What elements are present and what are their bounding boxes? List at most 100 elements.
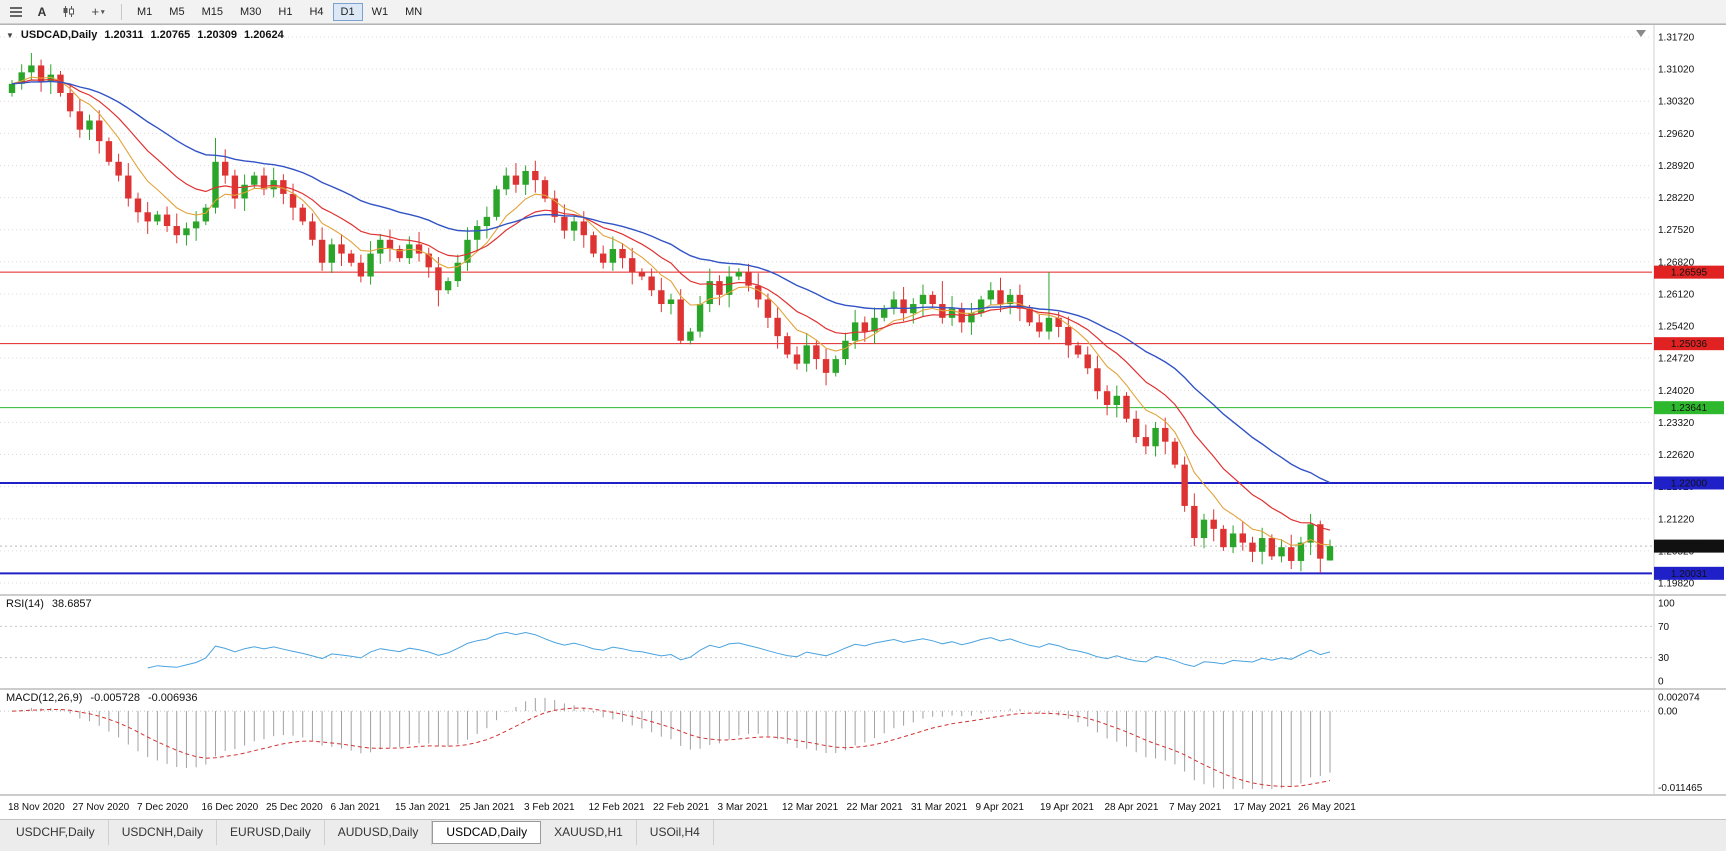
svg-text:1.26820: 1.26820 <box>1658 257 1695 268</box>
svg-text:1.28920: 1.28920 <box>1658 161 1695 172</box>
svg-text:7 Dec 2020: 7 Dec 2020 <box>137 802 189 813</box>
rsi-label: RSI(14) 38.6857 <box>6 598 92 610</box>
current-price-tag <box>1654 539 1724 553</box>
timeframe-m15-button[interactable]: M15 <box>194 3 231 21</box>
tab-usdcad-daily[interactable]: USDCAD,Daily <box>432 821 542 844</box>
macd-main-value: -0.005728 <box>90 692 140 704</box>
candle-glyph-icon <box>63 6 74 17</box>
text-tool-button[interactable]: A <box>30 2 54 22</box>
svg-text:1.23641: 1.23641 <box>1671 403 1708 414</box>
chevron-down-icon: ▾ <box>101 8 105 16</box>
crosshair-tool-button[interactable]: + ▾ <box>82 2 114 22</box>
crosshair-icon: + <box>91 4 100 19</box>
timeframe-d1-button[interactable]: D1 <box>332 2 363 21</box>
time-axis[interactable] <box>0 795 1654 819</box>
ma-slow <box>11 80 1331 484</box>
svg-text:30: 30 <box>1658 653 1670 664</box>
svg-text:1.21220: 1.21220 <box>1658 514 1695 525</box>
svg-text:1.27520: 1.27520 <box>1658 225 1695 236</box>
tab-usdcnh-daily[interactable]: USDCNH,Daily <box>109 820 218 845</box>
menu-icon[interactable] <box>4 2 28 22</box>
svg-text:19 Apr 2021: 19 Apr 2021 <box>1040 802 1094 813</box>
level-price-tag <box>1654 401 1724 415</box>
toolbar-separator <box>121 3 122 20</box>
price-tags: 1.26595 1.25036 1.23641 1.22000 1.20031 1.206… <box>1654 265 1724 580</box>
svg-text:0.00: 0.00 <box>1658 707 1678 718</box>
svg-text:31 Mar 2021: 31 Mar 2021 <box>911 802 968 813</box>
timeframe-m5-button[interactable]: M5 <box>161 3 192 21</box>
svg-text:1.26595: 1.26595 <box>1671 268 1708 279</box>
tab-audusd-daily[interactable]: AUDUSD,Daily <box>325 820 433 845</box>
macd-signal-line <box>11 707 1331 788</box>
svg-text:16 Dec 2020: 16 Dec 2020 <box>202 802 259 813</box>
svg-text:1.20624: 1.20624 <box>1671 542 1708 553</box>
ma-medium <box>11 78 1331 531</box>
svg-text:25 Jan 2021: 25 Jan 2021 <box>460 802 515 813</box>
svg-text:9 Apr 2021: 9 Apr 2021 <box>976 802 1025 813</box>
level-price-tag <box>1654 476 1724 490</box>
svg-text:1.23320: 1.23320 <box>1658 418 1695 429</box>
macd-signal-value: -0.006936 <box>147 692 198 704</box>
ma-fast <box>11 76 1331 546</box>
svg-text:26 May 2021: 26 May 2021 <box>1298 802 1356 813</box>
timeframe-w1-button[interactable]: W1 <box>364 3 397 21</box>
macd-panel: 0.002074 0.00 -0.011465 <box>0 693 1703 794</box>
moving-averages-layer <box>11 76 1331 546</box>
ohlc-close-value: 1.20624 <box>244 29 284 41</box>
chart-canvas[interactable]: 1.31720 1.31020 1.30320 1.29620 1.28920 1.282… <box>0 25 1726 819</box>
svg-text:1.28220: 1.28220 <box>1658 193 1695 204</box>
chart-ohlc-header: ▼ USDCAD,Daily 1.20311 1.20765 1.20309 1… <box>6 29 284 41</box>
level-price-tag <box>1654 265 1724 279</box>
candlestick-mode-icon[interactable] <box>56 2 80 22</box>
svg-text:1.24020: 1.24020 <box>1658 386 1695 397</box>
svg-text:6 Jan 2021: 6 Jan 2021 <box>331 802 381 813</box>
tab-eurusd-daily[interactable]: EURUSD,Daily <box>217 820 325 845</box>
macd-label: MACD(12,26,9) -0.005728 -0.006936 <box>6 692 198 704</box>
chart-symbol-label: USDCAD,Daily <box>20 29 98 41</box>
chart-window[interactable]: 1.31720 1.31020 1.30320 1.29620 1.28920 1.282… <box>0 24 1726 820</box>
svg-text:1.31720: 1.31720 <box>1658 33 1695 44</box>
svg-text:22 Feb 2021: 22 Feb 2021 <box>653 802 710 813</box>
svg-text:1.22620: 1.22620 <box>1658 450 1695 461</box>
tab-usdchf-daily[interactable]: USDCHF,Daily <box>3 820 109 845</box>
level-price-tag <box>1654 337 1724 351</box>
rsi-line <box>147 631 1331 669</box>
svg-text:1.26120: 1.26120 <box>1658 289 1695 300</box>
timeframe-h4-button[interactable]: H4 <box>301 3 331 21</box>
svg-text:-0.011465: -0.011465 <box>1658 783 1703 794</box>
svg-text:27 Nov 2020: 27 Nov 2020 <box>73 802 130 813</box>
price-gridlines: 1.31720 1.31020 1.30320 1.29620 1.28920 1.282… <box>0 33 1695 590</box>
tab-xauusd-h1[interactable]: XAUUSD,H1 <box>541 820 637 845</box>
tab-usoil-h4[interactable]: USOil,H4 <box>637 820 714 845</box>
macd-name: MACD(12,26,9) <box>6 692 83 704</box>
text-tool-label: A <box>37 4 47 19</box>
price-axis[interactable] <box>1654 25 1726 795</box>
timeframe-mn-button[interactable]: MN <box>397 3 430 21</box>
time-axis-labels: 18 Nov 2020 27 Nov 2020 7 Dec 2020 16 Dec 2… <box>8 802 1356 813</box>
timeframe-m1-button[interactable]: M1 <box>129 3 160 21</box>
svg-text:15 Jan 2021: 15 Jan 2021 <box>395 802 450 813</box>
chart-shift-marker-icon <box>1636 30 1646 37</box>
timeframe-m30-button[interactable]: M30 <box>232 3 269 21</box>
svg-text:100: 100 <box>1658 599 1675 610</box>
svg-text:0.002074: 0.002074 <box>1658 693 1700 704</box>
svg-text:12 Feb 2021: 12 Feb 2021 <box>589 802 646 813</box>
svg-text:0: 0 <box>1658 677 1664 688</box>
svg-text:18 Nov 2020: 18 Nov 2020 <box>8 802 65 813</box>
rsi-value: 38.6857 <box>51 598 92 610</box>
timeframe-h1-button[interactable]: H1 <box>270 3 300 21</box>
svg-text:1.29620: 1.29620 <box>1658 129 1695 140</box>
svg-text:1.25036: 1.25036 <box>1671 339 1708 350</box>
collapse-icon[interactable]: ▼ <box>6 30 14 40</box>
rsi-name: RSI(14) <box>6 598 44 610</box>
svg-text:25 Dec 2020: 25 Dec 2020 <box>266 802 323 813</box>
rsi-panel: 100 70 30 0 <box>0 599 1675 688</box>
svg-text:70: 70 <box>1658 622 1670 633</box>
svg-text:28 Apr 2021: 28 Apr 2021 <box>1105 802 1159 813</box>
svg-text:1.20031: 1.20031 <box>1671 569 1708 580</box>
level-price-tag <box>1654 566 1724 580</box>
svg-text:1.31020: 1.31020 <box>1658 65 1695 76</box>
horizontal-lines <box>0 271 1652 575</box>
svg-text:3 Mar 2021: 3 Mar 2021 <box>718 802 769 813</box>
